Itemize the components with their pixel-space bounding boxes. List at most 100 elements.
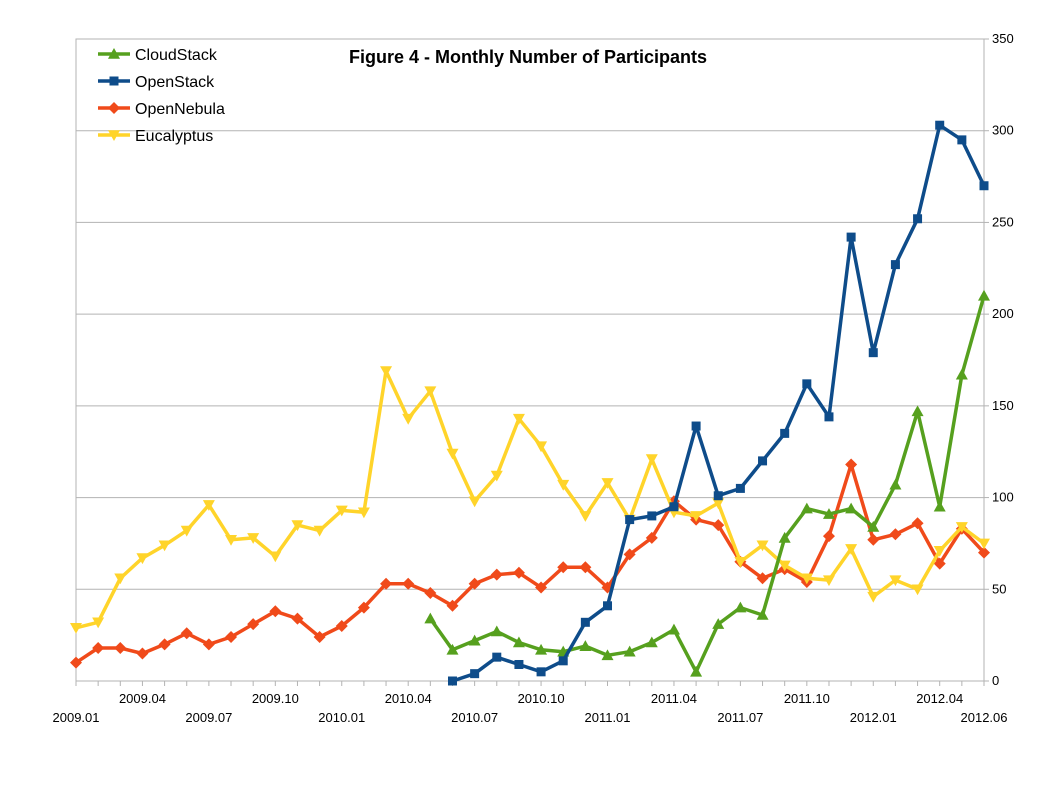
data-point (158, 540, 171, 552)
data-point (756, 540, 769, 552)
data-point (514, 659, 524, 669)
data-point (357, 601, 370, 614)
data-point (402, 413, 415, 425)
data-point (225, 630, 238, 643)
data-point (92, 641, 105, 654)
legend-item-opennebula: OpenNebula (98, 101, 225, 118)
data-point (108, 102, 120, 114)
x-tick-label: 2011.07 (717, 710, 763, 725)
data-point (114, 573, 127, 585)
data-point (935, 120, 945, 130)
data-point (468, 496, 481, 508)
data-point (645, 454, 658, 466)
data-point (269, 605, 282, 618)
data-point (136, 647, 149, 660)
y-tick-label: 0 (992, 673, 999, 688)
x-tick-label: 2009.04 (119, 691, 166, 706)
data-point (446, 599, 459, 612)
data-point (335, 505, 348, 517)
legend: CloudStack OpenStack OpenNebula Eucalyptus (98, 47, 225, 145)
data-point (824, 412, 834, 422)
data-point (291, 612, 304, 625)
data-point (645, 531, 658, 544)
data-point (136, 553, 149, 565)
data-point (625, 515, 635, 525)
data-point (913, 214, 923, 224)
data-point (601, 478, 614, 489)
data-point (108, 48, 120, 59)
series-lines (70, 120, 990, 686)
x-tick-label: 2010.04 (385, 691, 432, 706)
data-point (822, 575, 835, 587)
data-point (933, 500, 946, 512)
data-point (247, 533, 260, 544)
legend-item-eucalyptus: Eucalyptus (98, 128, 213, 145)
data-point (867, 533, 880, 546)
data-point (535, 441, 548, 453)
data-point (70, 623, 82, 634)
series-line (75, 369, 986, 630)
data-point (822, 530, 835, 543)
data-point (979, 181, 989, 191)
data-point (778, 531, 791, 543)
data-point (424, 586, 437, 599)
data-point (802, 379, 812, 389)
data-point (490, 625, 503, 637)
data-point (911, 517, 924, 530)
data-point (734, 601, 747, 613)
data-point (780, 428, 790, 438)
data-point (446, 643, 459, 655)
x-tick-label: 2009.01 (53, 710, 100, 725)
y-tick-label: 200 (992, 306, 1014, 321)
x-tick-label: 2009.07 (185, 710, 232, 725)
grid-lines (76, 38, 984, 590)
data-point (202, 500, 215, 511)
data-point (92, 617, 105, 629)
data-point (70, 656, 82, 669)
x-tick-label: 2010.07 (451, 710, 498, 725)
y-tick-label: 50 (992, 581, 1006, 596)
data-point (603, 601, 613, 611)
data-point (867, 520, 880, 532)
data-point (424, 612, 437, 624)
data-point (713, 491, 723, 501)
data-point (623, 645, 636, 657)
data-point (535, 581, 548, 594)
y-tick-label: 150 (992, 398, 1014, 413)
data-point (447, 676, 457, 686)
y-tick-label: 100 (992, 490, 1014, 505)
data-point (690, 665, 703, 677)
data-point (712, 498, 725, 510)
data-point (492, 652, 502, 662)
data-point (867, 591, 880, 603)
data-point (822, 508, 835, 519)
data-point (734, 556, 747, 568)
x-tick-label: 2012.04 (916, 691, 963, 706)
data-point (623, 548, 636, 561)
data-point (978, 289, 990, 301)
data-point (911, 584, 924, 596)
data-point (536, 667, 546, 677)
data-point (889, 575, 902, 587)
x-tick-label: 2012.01 (850, 710, 897, 725)
legend-label: CloudStack (135, 47, 218, 64)
data-point (158, 638, 171, 651)
data-point (558, 656, 568, 666)
data-point (756, 572, 769, 585)
data-point (380, 366, 393, 378)
data-point (380, 577, 393, 590)
data-point (109, 76, 119, 86)
data-point (601, 649, 614, 661)
data-point (247, 618, 260, 631)
data-point (490, 470, 503, 482)
series-eucalyptus (70, 366, 990, 634)
data-point (978, 546, 990, 559)
data-point (357, 507, 370, 519)
data-point (647, 511, 657, 521)
data-point (800, 502, 813, 514)
data-point (845, 458, 858, 471)
data-point (667, 623, 680, 635)
data-point (468, 634, 481, 646)
data-point (933, 545, 946, 557)
y-tick-label: 350 (992, 31, 1014, 46)
